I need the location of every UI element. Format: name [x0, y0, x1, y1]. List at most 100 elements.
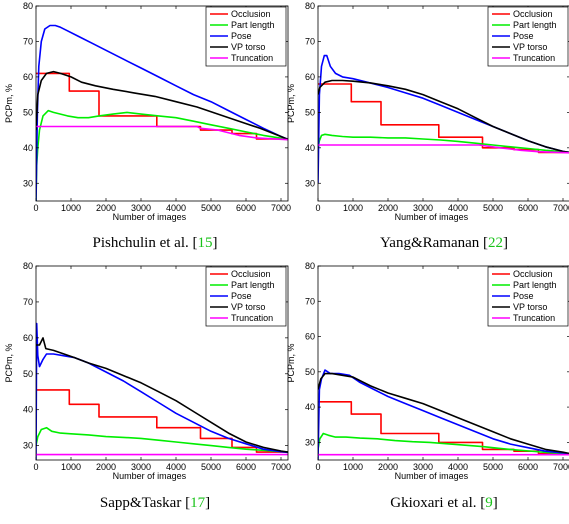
y-tick-label: 50 [23, 369, 33, 379]
x-tick-label: 0 [315, 462, 320, 472]
x-tick-label: 4000 [448, 203, 468, 213]
series-line-pose [318, 369, 569, 460]
series-line-part-length [318, 432, 569, 455]
y-tick-label: 70 [305, 36, 315, 46]
caption-text: Gkioxari et al. [ [390, 495, 485, 511]
caption-citation[interactable]: 9 [485, 495, 493, 511]
legend-label-pose: Pose [513, 291, 534, 301]
series-line-vp-torso [36, 337, 288, 453]
legend-label-occlusion: Occlusion [231, 269, 271, 279]
series-group [318, 54, 569, 184]
y-tick-label: 40 [305, 143, 315, 153]
y-tick-label: 60 [23, 333, 33, 343]
chart-panel-1: 0 1000 2000 3000 4000 5000 6000 7000 30 40 50 60 70 8… [4, 1, 291, 251]
x-tick-label: 2000 [96, 462, 116, 472]
legend-label-occlusion: Occlusion [513, 269, 553, 279]
series-line-part-length [36, 426, 288, 453]
plot-frame [35, 5, 289, 202]
panel-caption: Gkioxari et al. [9] [390, 495, 497, 511]
y-tick-label: 80 [305, 261, 315, 271]
x-tick-label: 6000 [518, 203, 538, 213]
x-tick-label: 7000 [271, 203, 291, 213]
legend-box [205, 6, 287, 67]
x-tick-label: 7000 [553, 462, 569, 472]
x-tick-label: 6000 [236, 462, 256, 472]
series-group [36, 24, 288, 201]
y-tick-label: 40 [23, 143, 33, 153]
legend-label-vp-torso: VP torso [513, 42, 547, 52]
y-tick-label: 30 [305, 437, 315, 447]
caption-bracket: ] [205, 495, 210, 511]
y-tick-label: 40 [23, 405, 33, 415]
legend-label-pose: Pose [231, 291, 252, 301]
series-group [36, 322, 288, 460]
x-tick-label: 0 [315, 203, 320, 213]
x-tick-label: 1000 [61, 462, 81, 472]
x-tick-label: 3000 [413, 462, 433, 472]
panel-caption: Yang&Ramanan [22] [380, 235, 508, 251]
x-tick-label: 5000 [483, 203, 503, 213]
caption-citation[interactable]: 17 [190, 495, 206, 511]
caption-text: Pishchulin et al. [ [93, 235, 198, 251]
x-tick-label: 5000 [483, 462, 503, 472]
legend-label-pose: Pose [513, 31, 534, 41]
series-line-truncation [318, 144, 569, 154]
series-line-occlusion [36, 389, 288, 453]
legend-label-part-length: Part length [231, 20, 275, 30]
x-tick-label: 1000 [61, 203, 81, 213]
x-tick-label: 0 [33, 203, 38, 213]
y-tick-label: 30 [23, 178, 33, 188]
series-line-occlusion [318, 83, 569, 154]
series-line-part-length [36, 109, 288, 201]
caption-citation[interactable]: 15 [198, 235, 213, 251]
y-tick-label: 80 [23, 1, 33, 11]
y-tick-label: 30 [305, 178, 315, 188]
x-tick-label: 0 [33, 462, 38, 472]
x-tick-label: 3000 [131, 462, 151, 472]
x-tick-label: 2000 [378, 462, 398, 472]
caption-bracket: ] [493, 495, 498, 511]
x-tick-label: 7000 [553, 203, 569, 213]
series-line-vp-torso [318, 79, 569, 154]
legend-label-occlusion: Occlusion [513, 9, 553, 19]
chart-panel-2: 0 1000 2000 3000 4000 5000 6000 7000 30 40 50 60 70 8… [286, 1, 569, 251]
panel-caption: Pishchulin et al. [15] [93, 235, 218, 251]
legend-label-occlusion: Occlusion [231, 9, 271, 19]
plot-frame [317, 265, 569, 461]
caption-citation[interactable]: 22 [488, 235, 503, 251]
legend-label-part-length: Part length [513, 280, 557, 290]
caption-text: Yang&Ramanan [ [380, 235, 488, 251]
y-tick-label: 80 [23, 261, 33, 271]
caption-text: Sapp&Taskar [ [100, 495, 190, 511]
x-tick-label: 4000 [448, 462, 468, 472]
x-tick-label: 3000 [131, 203, 151, 213]
legend-label-vp-torso: VP torso [513, 302, 547, 312]
x-tick-label: 6000 [518, 462, 538, 472]
y-tick-label: 50 [23, 107, 33, 117]
x-tick-label: 1000 [343, 203, 363, 213]
y-tick-label: 60 [305, 72, 315, 82]
x-tick-label: 5000 [201, 462, 221, 472]
x-tick-label: 4000 [166, 203, 186, 213]
x-tick-label: 6000 [236, 203, 256, 213]
legend-label-vp-torso: VP torso [231, 42, 265, 52]
caption-bracket: ] [213, 235, 218, 251]
x-axis-label: Number of images [113, 471, 187, 481]
x-axis-label: Number of images [113, 212, 187, 222]
series-line-vp-torso [36, 70, 288, 141]
y-tick-label: 60 [305, 332, 315, 342]
legend-label-truncation: Truncation [513, 313, 555, 323]
caption-bracket: ] [503, 235, 508, 251]
plot-frame [35, 265, 289, 461]
x-axis-label: Number of images [395, 471, 469, 481]
legend-label-part-length: Part length [513, 20, 557, 30]
y-tick-label: 40 [305, 402, 315, 412]
x-tick-label: 3000 [413, 203, 433, 213]
x-tick-label: 7000 [271, 462, 291, 472]
x-tick-label: 1000 [343, 462, 363, 472]
panel-caption: Sapp&Taskar [17] [100, 495, 210, 511]
y-tick-label: 80 [305, 1, 315, 11]
